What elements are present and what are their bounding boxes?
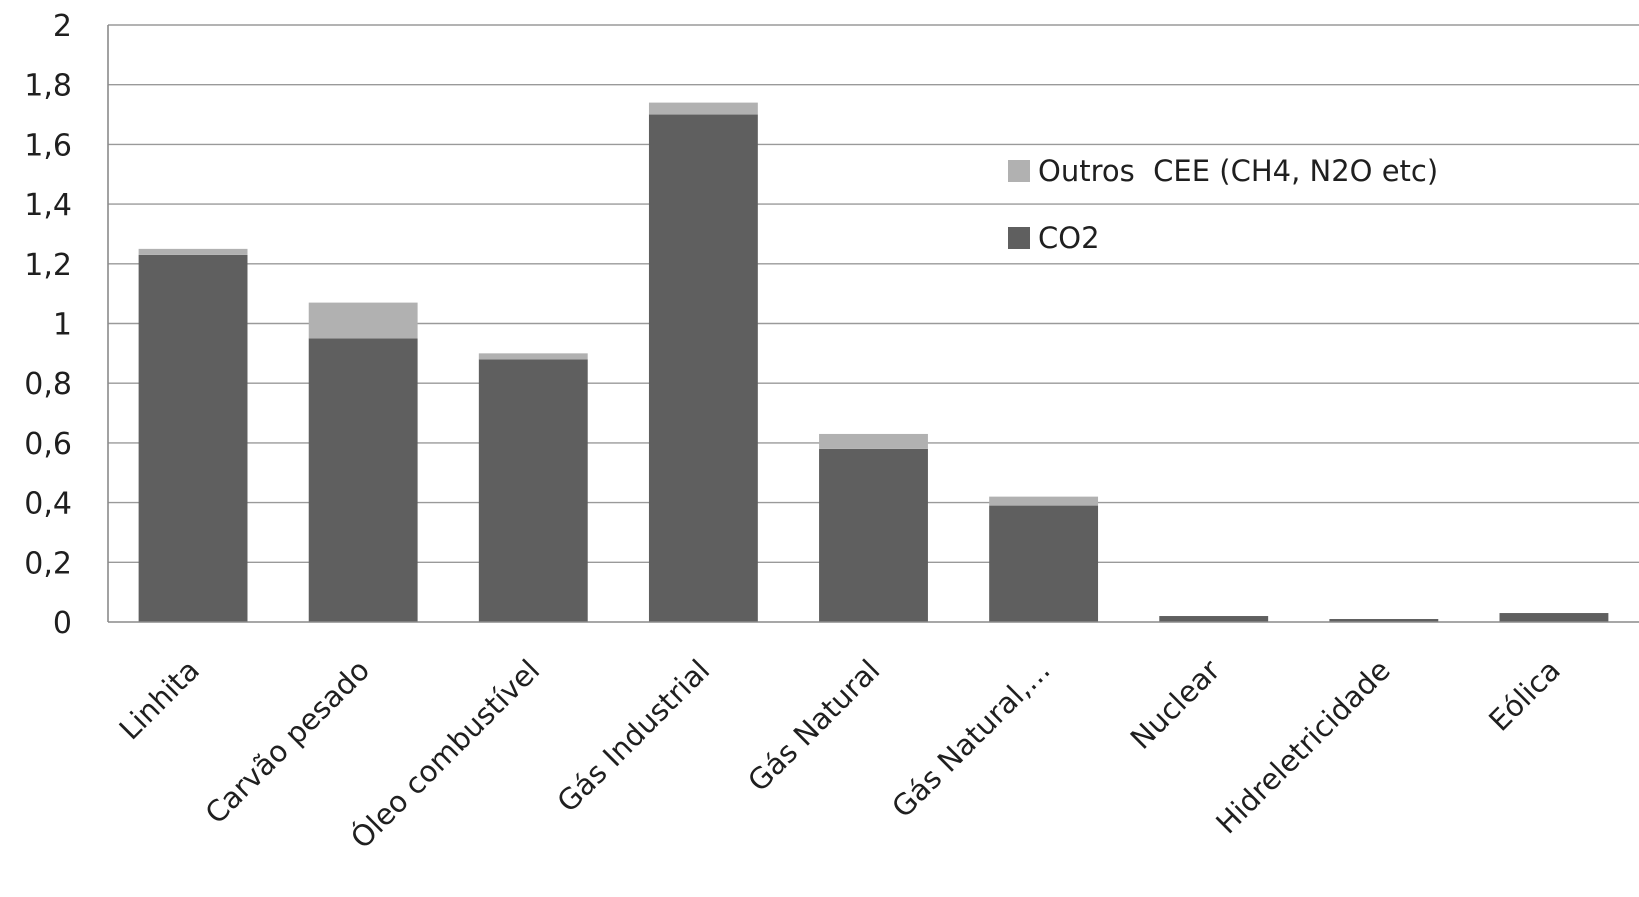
legend-swatch (1008, 227, 1030, 249)
y-tick-label: 1 (53, 308, 72, 343)
legend-label: CO2 (1038, 221, 1100, 255)
bar-co2-1 (308, 338, 418, 622)
bar-co2-7 (1329, 619, 1439, 622)
bar-co2-6 (1159, 616, 1269, 622)
legend: Outros CEE (CH4, N2O etc) CO2 (1008, 154, 1438, 255)
x-tick-label: Gás Natural,... (885, 653, 1056, 824)
bar-co2-2 (478, 359, 588, 622)
y-tick-label: 0 (53, 606, 72, 641)
x-tick-label: Eólica (1482, 653, 1567, 738)
y-tick-label: 1,8 (24, 69, 72, 104)
bars (138, 102, 1609, 623)
y-tick-label: 0,6 (24, 427, 72, 462)
bar-outros-cee-5 (989, 496, 1099, 506)
x-tick-label: Gás Industrial (550, 653, 716, 819)
axes (107, 25, 1639, 623)
bar-co2-3 (648, 114, 758, 623)
bar-co2-0 (138, 254, 248, 622)
x-tick-label: Gás Natural (741, 653, 886, 798)
y-tick-label: 0,2 (24, 546, 72, 581)
x-tick-label: Carvão pesado (199, 653, 377, 831)
x-tick-label: Linhita (113, 653, 206, 746)
bar-outros-cee-2 (478, 353, 588, 360)
y-tick-label: 1,4 (24, 188, 72, 223)
bar-outros-cee-4 (819, 433, 928, 449)
y-tick-label: 1,2 (24, 248, 72, 283)
bar-outros-cee-0 (138, 248, 248, 255)
y-tick-labels: 0 0,2 0,4 0,6 0,8 1 1,2 1,4 1,6 1,8 2 (24, 9, 72, 641)
y-tick-label: 2 (53, 9, 72, 44)
bar-outros-cee-1 (308, 302, 418, 339)
bar-co2-5 (989, 505, 1099, 622)
y-tick-label: 1,6 (24, 128, 72, 163)
legend-swatch (1008, 160, 1030, 182)
x-tick-label: Nuclear (1124, 653, 1227, 756)
bar-co2-4 (819, 448, 928, 622)
bar-outros-cee-3 (648, 102, 758, 115)
x-tick-label: Hidreletricidade (1209, 653, 1396, 840)
x-tick-label: Óleo combustível (344, 653, 546, 855)
bar-co2-8 (1499, 613, 1609, 622)
y-tick-label: 0,4 (24, 487, 72, 522)
y-tick-label: 0,8 (24, 367, 72, 402)
legend-label: Outros CEE (CH4, N2O etc) (1038, 154, 1438, 188)
